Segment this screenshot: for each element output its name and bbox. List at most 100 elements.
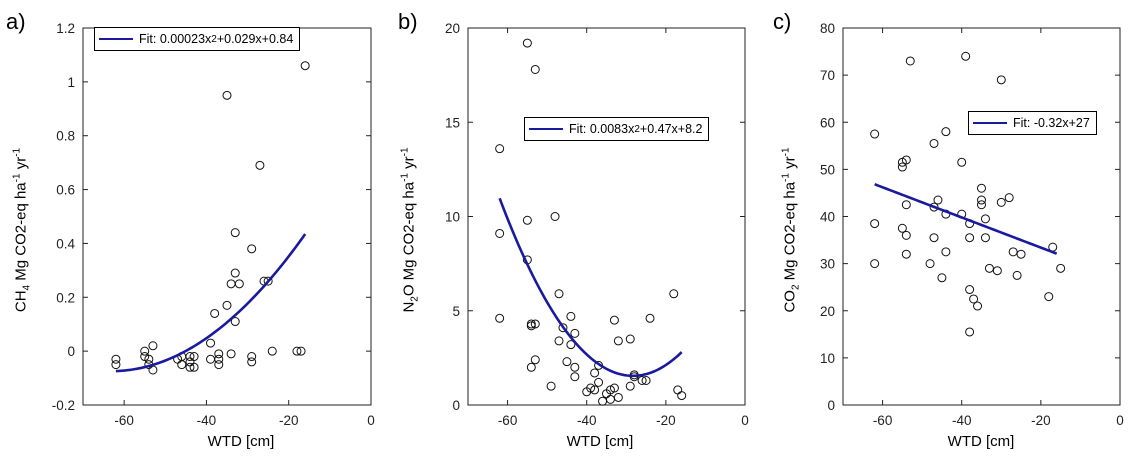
ylabel-a-sub: 4: [21, 284, 33, 291]
data-point-b: [530, 64, 540, 74]
x-tick-label-c: 0: [1116, 413, 1124, 428]
data-point-a: [292, 346, 302, 356]
ylabel-a-pre: CH: [12, 290, 30, 313]
data-point-a: [206, 338, 216, 348]
legend-swatch-a: [99, 38, 133, 40]
data-point-c: [929, 233, 939, 243]
data-point-c: [977, 183, 986, 193]
ylabel-a-mid2: yr: [12, 156, 30, 174]
y-tick-label-a: 1: [67, 75, 75, 90]
data-point-b: [637, 375, 647, 385]
y-tick-label-a: 0.8: [56, 129, 75, 144]
data-point-c: [933, 195, 943, 205]
data-point-a: [140, 346, 150, 356]
y-tick-label-b: 5: [452, 304, 460, 319]
x-tick-label-c: -20: [1031, 413, 1051, 428]
data-point-c: [1008, 247, 1018, 257]
data-point-b: [550, 212, 560, 221]
data-point-a: [230, 268, 240, 278]
panel-letter-b: b): [398, 9, 418, 34]
data-point-a: [214, 360, 224, 370]
legend-text-c-pre: Fit: -0.32x+27: [1013, 116, 1090, 130]
data-point-a: [144, 354, 154, 364]
data-point-c: [901, 230, 911, 240]
y-tick-label-b: 0: [452, 398, 460, 413]
data-point-c: [980, 214, 990, 224]
data-point-c: [1056, 263, 1066, 273]
y-tick-label-a: 0: [67, 344, 75, 359]
data-point-c: [957, 157, 967, 167]
y-tick-label-c: 30: [820, 257, 835, 272]
data-point-b: [641, 375, 651, 385]
data-point-b: [495, 144, 505, 154]
data-point-c: [941, 247, 951, 257]
data-point-b: [566, 340, 576, 350]
data-point-b: [590, 385, 600, 395]
data-point-a: [222, 90, 232, 100]
x-tick-label-b: -40: [577, 413, 597, 428]
data-point-c: [1044, 292, 1054, 302]
xlabel-panel-c: WTD [cm]: [947, 433, 1015, 450]
y-tick-label-c: 40: [820, 210, 835, 225]
y-tick-label-b: 20: [445, 21, 460, 36]
data-point-b: [625, 381, 635, 391]
x-tick-label-b: -60: [498, 413, 518, 428]
data-point-b: [590, 368, 600, 378]
data-point-a: [255, 160, 265, 170]
y-tick-label-a: 0.4: [56, 236, 75, 251]
data-point-c: [977, 195, 986, 205]
fit-line-a: [115, 233, 307, 373]
y-tick-label-c: 80: [820, 21, 835, 36]
data-point-a: [210, 308, 220, 318]
data-point-c: [965, 327, 975, 337]
ylabel-b-mid: O Mg CO2-eq ha: [400, 181, 418, 297]
legend-text-b-sup: 2: [634, 123, 640, 135]
fit-line-b: [498, 197, 683, 378]
data-point-c: [937, 273, 947, 283]
legend-text-a-post: +0.029x+0.84: [216, 32, 294, 46]
y-tick-label-c: 50: [820, 162, 835, 177]
data-point-a: [111, 354, 121, 364]
y-tick-label-a: 1.2: [56, 21, 75, 36]
data-point-c: [905, 56, 915, 66]
data-point-c: [961, 51, 971, 61]
y-tick-label-a: 0.2: [56, 290, 75, 305]
ylabel-b-mid2: yr: [400, 156, 418, 174]
data-point-a: [234, 279, 244, 289]
data-point-c: [969, 294, 979, 304]
data-point-b: [677, 391, 687, 401]
y-tick-label-c: 20: [820, 304, 835, 319]
legend-panel-c: Fit: -0.32x+27: [968, 111, 1097, 135]
ylabel-c-mid: Mg CO2-eq ha: [781, 181, 799, 285]
data-point-a: [230, 228, 240, 238]
data-point-b: [613, 336, 623, 346]
ylabel-c-sub: 2: [790, 284, 802, 291]
ylabel-a-mid: Mg CO2-eq ha: [12, 182, 30, 285]
data-point-a: [267, 346, 277, 356]
y-tick-label-a: -0.2: [52, 398, 75, 413]
data-point-c: [929, 138, 939, 148]
x-tick-label-a: 0: [367, 413, 375, 428]
data-point-c: [870, 259, 880, 269]
data-point-a: [247, 357, 257, 367]
x-tick-label-b: -20: [656, 413, 676, 428]
data-point-b: [554, 289, 564, 299]
data-point-a: [189, 352, 199, 362]
data-point-c: [977, 200, 986, 210]
data-point-a: [214, 354, 224, 364]
data-point-a: [263, 276, 273, 286]
data-point-a: [185, 352, 195, 362]
ylabel-c-sup2: -1: [780, 147, 792, 157]
ylabel-c-sup1: -1: [780, 173, 792, 182]
panel-letter-c: c): [773, 9, 792, 34]
y-tick-label-c: 70: [820, 68, 835, 83]
data-point-c: [925, 259, 935, 269]
data-point-c: [992, 266, 1002, 276]
data-point-b: [609, 315, 619, 325]
ylabel-b-sub: 2: [409, 296, 421, 302]
data-point-b: [613, 392, 623, 402]
legend-swatch-c: [973, 122, 1007, 124]
x-tick-label-a: -20: [279, 413, 299, 428]
panel-letter-a: a): [6, 9, 26, 34]
